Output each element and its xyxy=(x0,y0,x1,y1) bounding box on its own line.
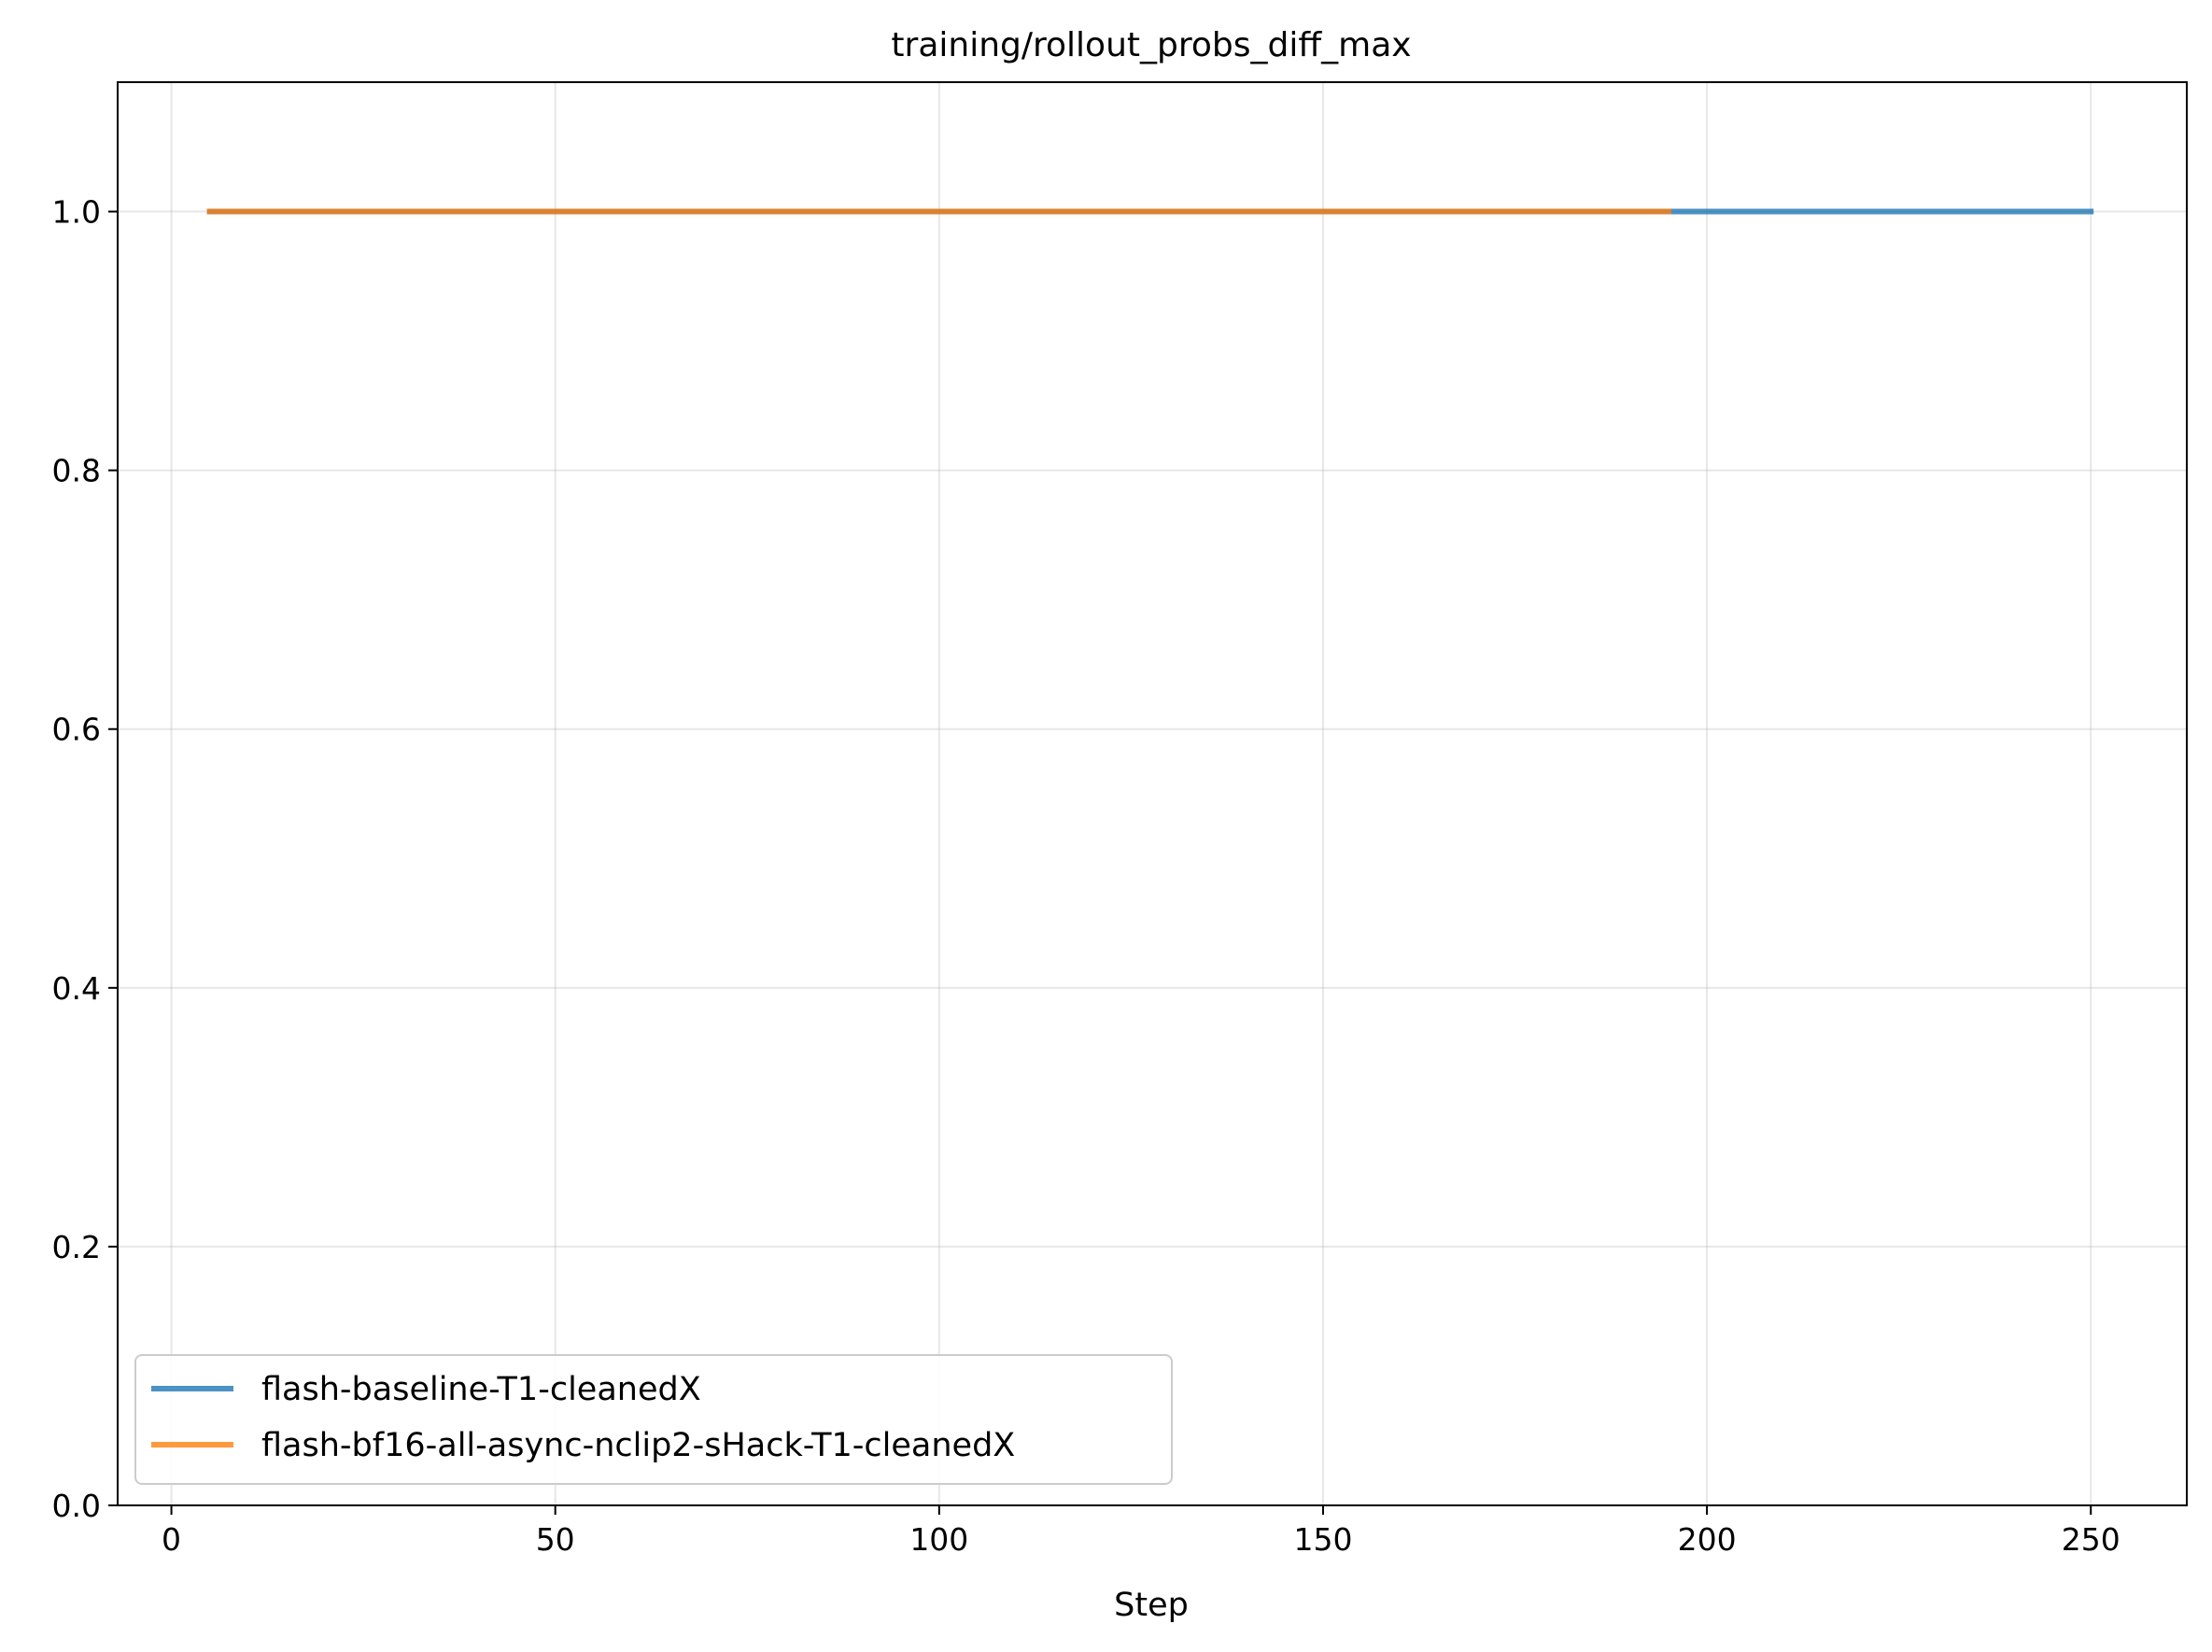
y-axis-ticks: 0.0 0.2 0.4 0.6 0.8 1.0 xyxy=(52,194,118,1524)
legend-label: flash-bf16-all-async-nclip2-sHack-T1-cle… xyxy=(261,1427,1015,1464)
legend-label: flash-baseline-T1-cleanedX xyxy=(261,1371,701,1408)
legend-box xyxy=(134,1354,1173,1485)
x-tick-label: 150 xyxy=(1293,1521,1352,1558)
y-tick-label: 0.8 xyxy=(52,453,101,489)
x-tick-label: 250 xyxy=(2062,1521,2120,1558)
y-tick-label: 1.0 xyxy=(52,194,101,231)
x-tick-label: 100 xyxy=(909,1521,968,1558)
y-tick-label: 0.2 xyxy=(52,1229,101,1265)
x-axis-ticks: 0 50 100 150 200 250 xyxy=(162,1505,2120,1558)
chart-title: training/rollout_probs_diff_max xyxy=(891,26,1411,64)
legend: flash-baseline-T1-cleanedX flash-bf16-all… xyxy=(134,1354,1173,1485)
y-tick-label: 0.6 xyxy=(52,712,101,748)
grid xyxy=(118,82,2187,1506)
x-axis-label: Step xyxy=(1114,1587,1189,1624)
y-tick-label: 0.4 xyxy=(52,970,101,1007)
plot-frame xyxy=(117,81,2188,1506)
y-tick-label: 0.0 xyxy=(52,1488,101,1524)
x-tick-label: 0 xyxy=(162,1521,181,1558)
x-tick-label: 50 xyxy=(536,1521,575,1558)
x-tick-label: 200 xyxy=(1678,1521,1737,1558)
